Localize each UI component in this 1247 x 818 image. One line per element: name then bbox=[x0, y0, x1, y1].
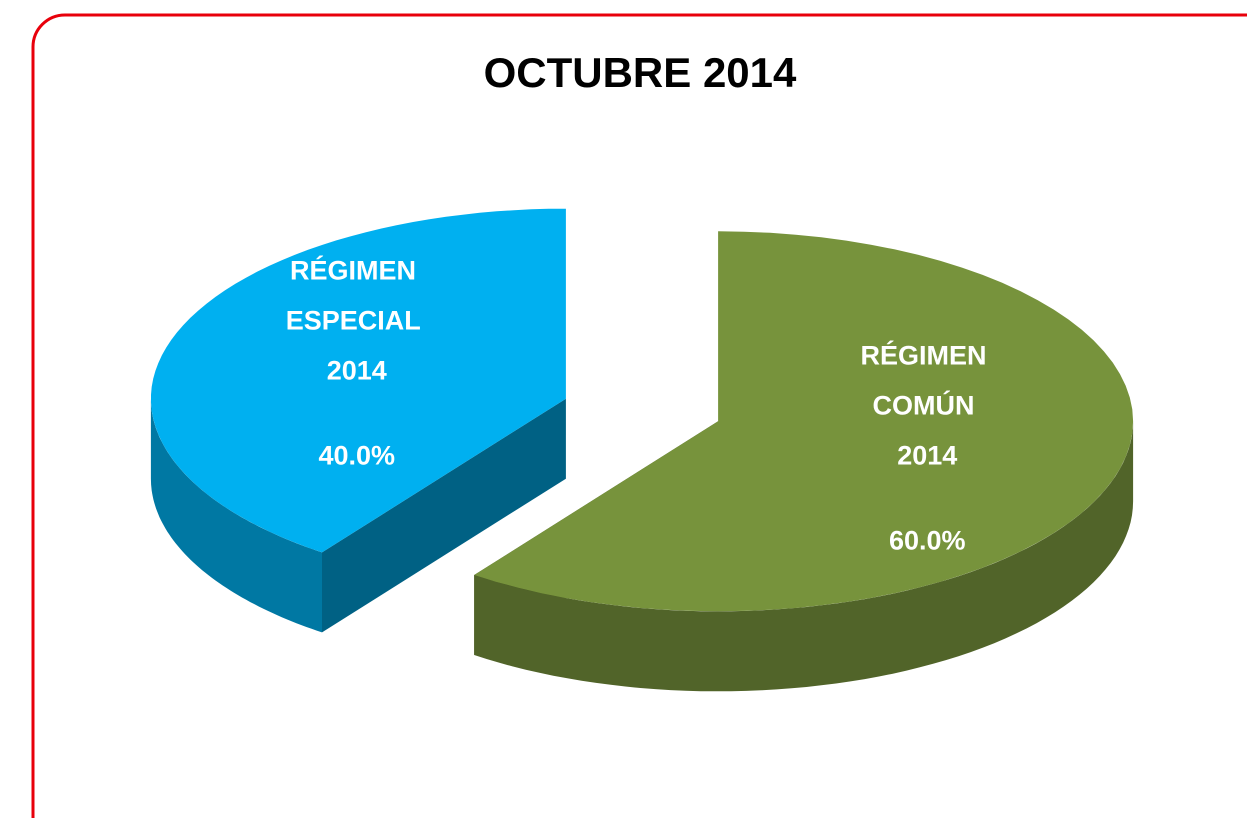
chart-title: OCTUBRE 2014 bbox=[484, 49, 797, 96]
slice bbox=[474, 231, 1134, 612]
slice-label-line: ESPECIAL bbox=[286, 306, 428, 336]
slice-label-line: 2014 bbox=[327, 356, 387, 386]
slice-side bbox=[474, 421, 1134, 692]
slice-label-line: RÉGIMEN bbox=[290, 255, 424, 286]
slice bbox=[151, 208, 566, 553]
slice-label: RÉGIMEN COMÚN 2014 bbox=[861, 340, 995, 471]
slice-label-line: COMÚN bbox=[873, 390, 983, 421]
slice-cut-face bbox=[322, 398, 566, 633]
slice-label: RÉGIMEN ESPECIAL 2014 bbox=[286, 255, 428, 386]
slice-label-line: RÉGIMEN bbox=[861, 340, 995, 371]
value-label: 40.0% bbox=[318, 441, 395, 471]
slice-side bbox=[150, 398, 322, 633]
value-label: 60.0% bbox=[889, 526, 966, 556]
slice-label-line: 2014 bbox=[897, 441, 957, 471]
